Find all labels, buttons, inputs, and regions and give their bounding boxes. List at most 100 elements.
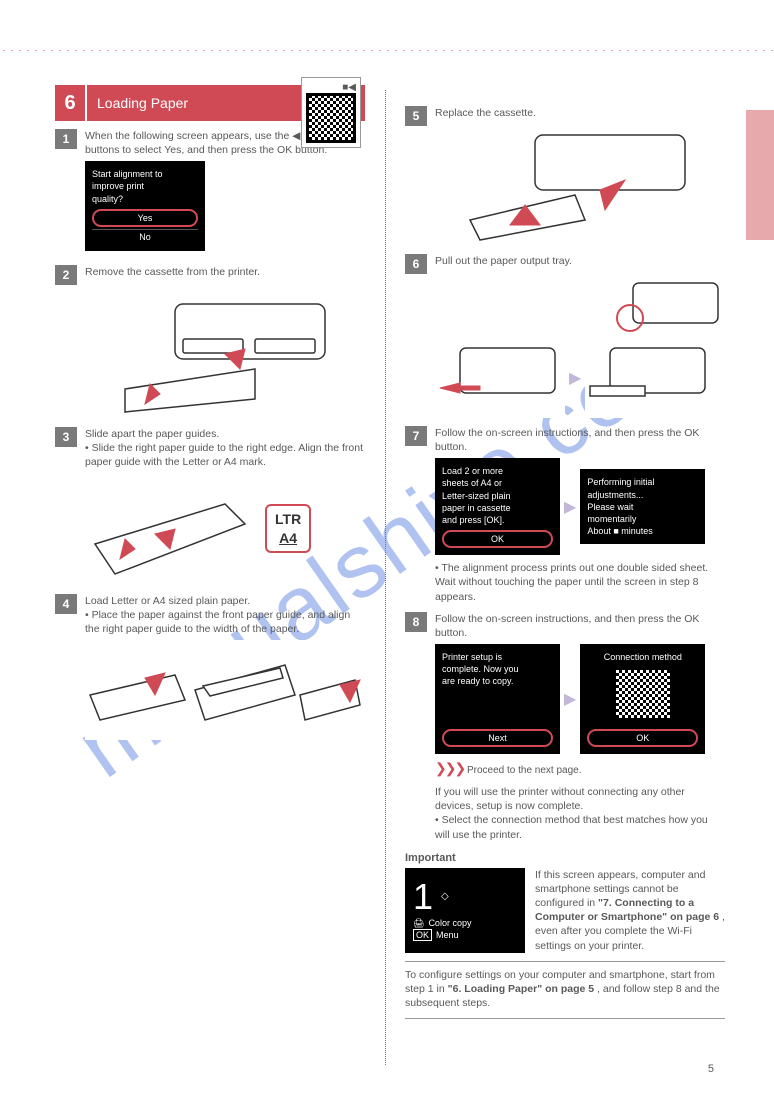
continue-text: Proceed to the next page.: [467, 765, 582, 776]
pull-tray-illustration-a: [435, 338, 565, 418]
step-text-sub: • Slide the right paper guide to the rig…: [85, 442, 363, 468]
left-column: 6 Loading Paper ■◀ 1 When the following …: [55, 85, 365, 740]
screen-line: paper in cassette: [442, 502, 553, 514]
screen-line: Please wait: [587, 501, 698, 513]
cassette-guides-illustration: [85, 474, 255, 584]
step-index: 5: [405, 106, 427, 126]
section-6-header-wrap: 6 Loading Paper ■◀: [55, 85, 365, 121]
screen-title: Connection method: [604, 651, 682, 663]
screen-ok-button[interactable]: OK: [587, 729, 698, 747]
screen-line: and press [OK].: [442, 514, 553, 526]
page-number: 5: [708, 1063, 714, 1075]
screen-line: Letter-sized plain: [442, 490, 553, 502]
step-3: 3 Slide apart the paper guides. • Slide …: [55, 427, 365, 470]
menu-key-label: OK: [413, 929, 432, 941]
important-title: Important: [405, 852, 725, 864]
important-footer: To configure settings on your computer a…: [405, 968, 725, 1011]
continue-arrows-icon: ❯❯❯: [435, 760, 464, 776]
paper-size-label: LTR A4: [265, 504, 311, 552]
note-lead: If you will use the printer without conn…: [435, 785, 725, 813]
screen-no-button[interactable]: No: [92, 229, 198, 244]
step7-note: • The alignment process prints out one d…: [435, 561, 725, 604]
pull-tray-illustration-b: [585, 338, 715, 418]
step-6: 6 Pull out the paper output tray.: [405, 254, 725, 274]
step-text: Load Letter or A4 sized plain paper. • P…: [85, 594, 365, 637]
qr-code-icon: [306, 93, 356, 143]
screen-line: complete. Now you: [442, 663, 553, 675]
step-2: 2 Remove the cassette from the printer.: [55, 265, 365, 285]
chevron-right-icon: ▶: [569, 368, 581, 388]
step1-screen-wrap: Start alignment to improve print quality…: [85, 161, 205, 251]
step8-continue-row: ❯❯❯ Proceed to the next page.: [435, 760, 725, 777]
step7-screens: Load 2 or more sheets of A4 or Letter-si…: [435, 458, 725, 555]
step-text-sub: • Place the paper against the front pape…: [85, 609, 350, 635]
menu-label: Menu: [436, 930, 459, 940]
page-edge-tab: [746, 110, 774, 240]
video-qr-box: ■◀: [301, 77, 361, 148]
step8-screens: Printer setup is complete. Now you are r…: [435, 644, 725, 754]
screen-line: sheets of A4 or: [442, 477, 553, 489]
copy-standby-screen: 1 ◇ 🖨 Color copy OK Menu: [405, 868, 525, 953]
step-text: Slide apart the paper guides. • Slide th…: [85, 427, 365, 470]
chevron-right-icon: ▶: [564, 497, 576, 517]
step-8: 8 Follow the on-screen instructions, and…: [405, 612, 725, 640]
screen-yes-button[interactable]: Yes: [92, 209, 198, 227]
load-paper-illustration: [85, 640, 365, 740]
replace-cassette-illustration: [435, 130, 725, 250]
step-text: Follow the on-screen instructions, and t…: [435, 426, 725, 454]
chevron-right-icon: ▶: [564, 689, 576, 709]
screen-line: About ■ minutes: [587, 525, 698, 537]
step-index: 4: [55, 594, 77, 614]
step3-illustration-row: LTR A4: [85, 474, 365, 584]
printer-icon: 🖨: [413, 918, 424, 929]
right-column: 5 Replace the cassette. 6 Pull out the p…: [405, 100, 725, 1019]
screen-line: adjustments...: [587, 489, 698, 501]
screen-line: Start alignment to: [92, 168, 198, 180]
note-bullet: • Select the connection method that best…: [435, 813, 725, 841]
printer-screen-connection: Connection method OK: [580, 644, 705, 754]
step-4: 4 Load Letter or A4 sized plain paper. •…: [55, 594, 365, 637]
important-ref2: "6. Loading Paper" on page 5: [448, 983, 594, 995]
step-index: 6: [405, 254, 427, 274]
paper-size-ltr: LTR: [275, 510, 301, 528]
screen-line: are ready to copy.: [442, 675, 553, 687]
paper-size-a4: A4: [275, 529, 301, 547]
divider-line: [405, 961, 725, 962]
step-index: 3: [55, 427, 77, 447]
step-index: 1: [55, 129, 77, 149]
step-text: Remove the cassette from the printer.: [85, 265, 365, 285]
printer-closeup-illustration: [615, 278, 725, 338]
step-text: Replace the cassette.: [435, 106, 725, 126]
step-7: 7 Follow the on-screen instructions, and…: [405, 426, 725, 454]
step-text-main: Load Letter or A4 sized plain paper.: [85, 595, 250, 607]
screen-line: improve print: [92, 180, 198, 192]
printer-remove-cassette-illustration: [85, 289, 365, 419]
step-text: Pull out the paper output tray.: [435, 254, 725, 274]
top-dotted-border: [0, 48, 774, 51]
printer-screen-load-paper: Load 2 or more sheets of A4 or Letter-si…: [435, 458, 560, 555]
section-number: 6: [55, 85, 85, 121]
step-index: 2: [55, 265, 77, 285]
copy-mode: Color copy: [428, 918, 471, 928]
step-text: Follow the on-screen instructions, and t…: [435, 612, 725, 640]
screen-line: quality?: [92, 193, 198, 205]
screen-line: momentarily: [587, 513, 698, 525]
screen-line: Performing initial: [587, 476, 698, 488]
screen-next-button[interactable]: Next: [442, 729, 553, 747]
printer-screen: Start alignment to improve print quality…: [85, 161, 205, 251]
note-block: If you will use the printer without conn…: [435, 785, 725, 842]
step-index: 8: [405, 612, 427, 632]
step6-closeup: [435, 278, 725, 338]
qr-code-icon: [613, 667, 673, 721]
column-divider: [385, 90, 386, 1065]
divider-line: [405, 1018, 725, 1019]
screen-line: Printer setup is: [442, 651, 553, 663]
screen-line: Load 2 or more: [442, 465, 553, 477]
step-text-main: Slide apart the paper guides.: [85, 428, 219, 440]
step6-twin-illustration: ▶: [435, 338, 725, 418]
step-5: 5 Replace the cassette.: [405, 106, 725, 126]
start-icon: ◇: [441, 891, 449, 902]
step-index: 7: [405, 426, 427, 446]
important-row: 1 ◇ 🖨 Color copy OK Menu If this screen …: [405, 868, 725, 953]
screen-ok-button[interactable]: OK: [442, 530, 553, 548]
